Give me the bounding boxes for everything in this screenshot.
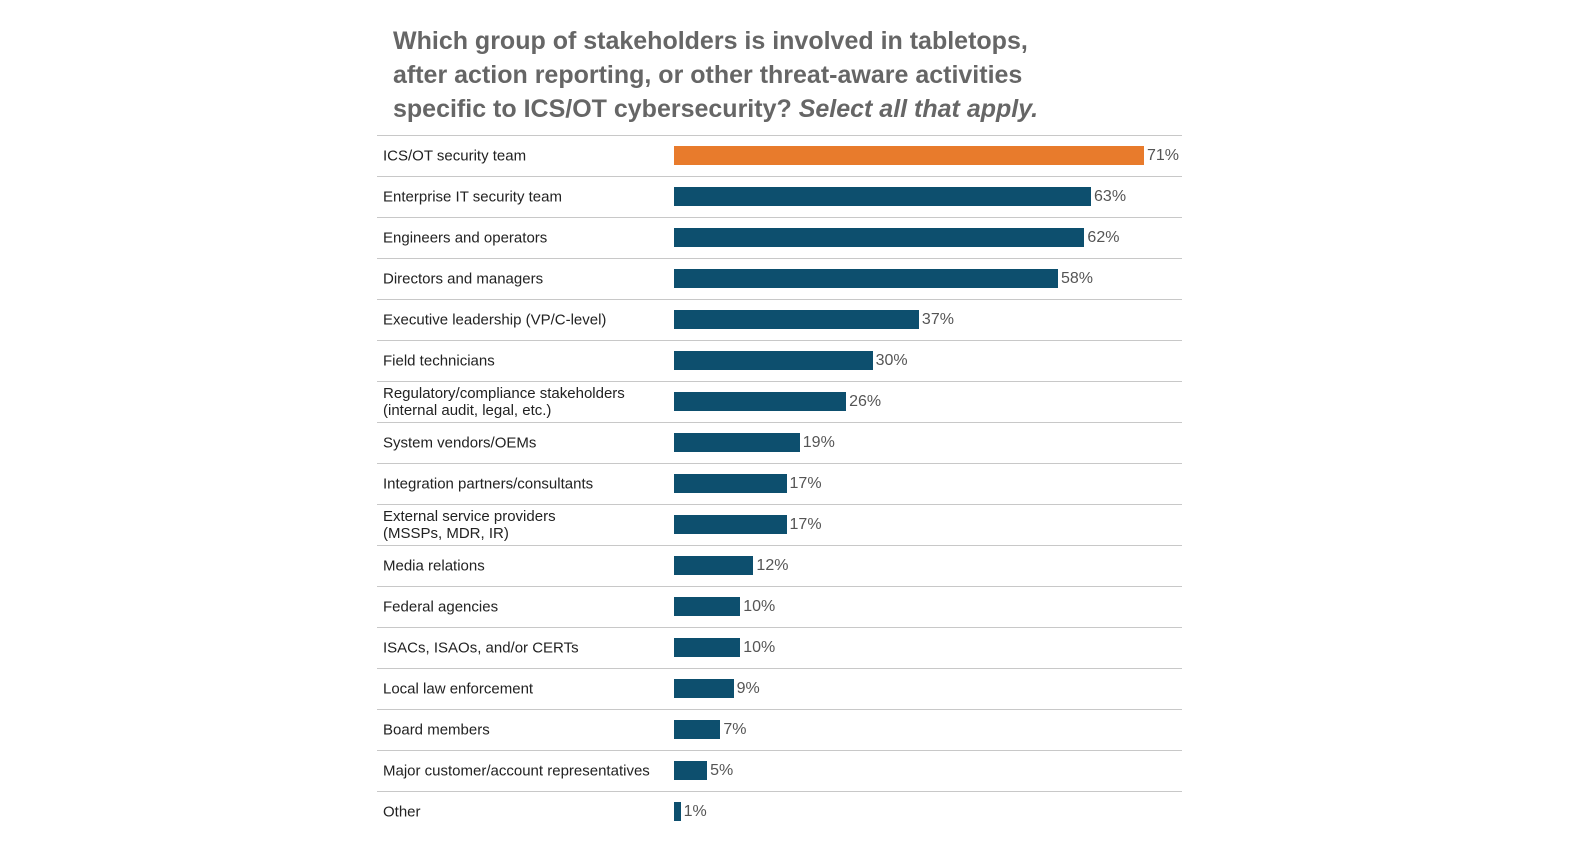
category-label: Enterprise IT security team xyxy=(383,188,562,205)
row-separator xyxy=(377,299,1182,300)
value-label: 7% xyxy=(723,720,747,738)
category-label: External service providers (MSSPs, MDR, … xyxy=(383,507,556,542)
bar xyxy=(674,433,800,452)
category-label: Field technicians xyxy=(383,352,495,369)
category-label: Major customer/account representatives xyxy=(383,762,650,779)
value-label: 1% xyxy=(683,802,707,820)
category-label: Other xyxy=(383,803,421,820)
category-label: Executive leadership (VP/C-level) xyxy=(383,311,607,328)
category-label: Federal agencies xyxy=(383,598,499,615)
bar xyxy=(674,556,754,575)
bar xyxy=(674,597,741,616)
bar xyxy=(674,515,787,534)
value-label: 10% xyxy=(743,638,776,656)
row-separator xyxy=(377,135,1182,136)
row-separator xyxy=(377,422,1182,423)
value-label: 37% xyxy=(921,310,954,328)
category-label: Media relations xyxy=(383,557,485,574)
value-label: 62% xyxy=(1087,228,1120,246)
value-label: 10% xyxy=(743,597,776,615)
row-separator xyxy=(377,627,1182,628)
category-label: Engineers and operators xyxy=(383,229,548,246)
chart-title: Which group of stakeholders is involved … xyxy=(393,27,1028,123)
value-label: 19% xyxy=(802,433,835,451)
row-separator xyxy=(377,668,1182,669)
row-separator xyxy=(377,791,1182,792)
bar xyxy=(674,146,1144,165)
category-label: Directors and managers xyxy=(383,270,544,287)
bar xyxy=(674,638,741,657)
row-separator xyxy=(377,545,1182,546)
chart-title-block: Which group of stakeholders is involved … xyxy=(393,24,1053,126)
bar xyxy=(674,474,787,493)
value-label: 5% xyxy=(710,761,734,779)
row-separator xyxy=(377,750,1182,751)
category-label: Board members xyxy=(383,721,490,738)
row-separator xyxy=(377,217,1182,218)
category-label: System vendors/OEMs xyxy=(383,434,537,451)
row-separator xyxy=(377,340,1182,341)
category-label: ISACs, ISAOs, and/or CERTs xyxy=(383,639,579,656)
value-label: 71% xyxy=(1147,146,1180,164)
value-label: 17% xyxy=(789,515,822,533)
bar xyxy=(674,679,734,698)
bar xyxy=(674,269,1058,288)
row-separator xyxy=(377,463,1182,464)
category-label: Integration partners/consultants xyxy=(383,475,594,492)
bar xyxy=(674,720,721,739)
value-label: 17% xyxy=(789,474,822,492)
bar xyxy=(674,228,1085,247)
row-separator xyxy=(377,586,1182,587)
bar xyxy=(674,392,847,411)
row-separator xyxy=(377,504,1182,505)
value-label: 63% xyxy=(1094,187,1127,205)
bar xyxy=(674,310,919,329)
bar xyxy=(674,187,1092,206)
row-separator xyxy=(377,176,1182,177)
row-separator xyxy=(377,381,1182,382)
value-label: 58% xyxy=(1060,269,1093,287)
bar xyxy=(674,351,873,370)
row-separator xyxy=(377,258,1182,259)
category-label: Regulatory/compliance stakeholders (inte… xyxy=(383,384,625,419)
category-label: ICS/OT security team xyxy=(383,147,527,164)
row-separator xyxy=(377,709,1182,710)
bar xyxy=(674,761,708,780)
chart-subtitle: Select all that apply. xyxy=(798,95,1039,123)
value-label: 9% xyxy=(736,679,760,697)
category-label: Local law enforcement xyxy=(383,680,534,697)
value-label: 30% xyxy=(875,351,908,369)
bar xyxy=(674,802,681,821)
value-label: 12% xyxy=(756,556,789,574)
value-label: 26% xyxy=(849,392,882,410)
